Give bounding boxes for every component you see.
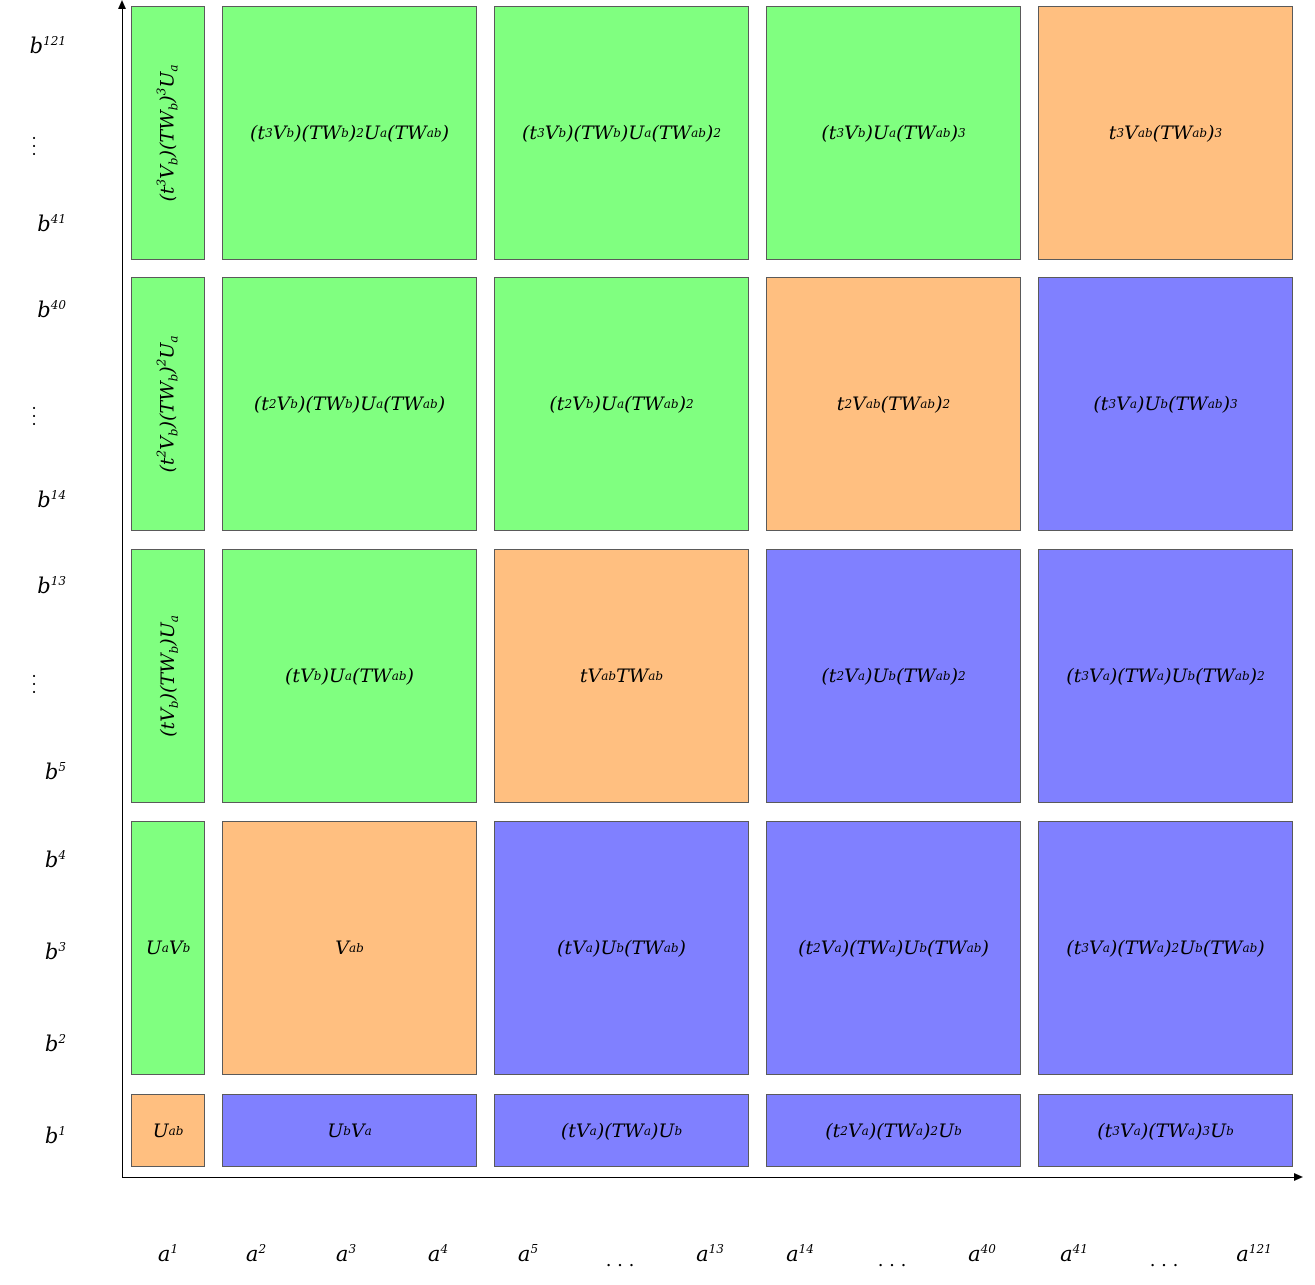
x-hdots-2: . . .: [877, 1250, 907, 1271]
x-label-a121: a121: [1236, 1242, 1272, 1266]
y-label-b2: b2: [44, 1032, 66, 1056]
x-label-a3: a3: [335, 1242, 357, 1266]
y-label-b121: b121: [29, 34, 66, 58]
x-hdots-1: . . .: [605, 1250, 635, 1271]
y-vdots-1: ...: [31, 124, 37, 159]
cell-r3c1-text: (tVb)(TWb)Ua: [157, 615, 181, 737]
cell-r5c1-text: (t3Vb)(TWb)3Ua: [155, 64, 182, 202]
y-axis-line: [122, 6, 123, 1178]
x-hdots-3: . . .: [1149, 1250, 1179, 1271]
y-vdots-2: ...: [31, 394, 37, 429]
cell-r2c3: (tV a)U b (TW ab): [494, 821, 749, 1075]
y-label-b5: b5: [44, 760, 66, 784]
x-label-a14: a14: [786, 1242, 814, 1266]
x-label-a41: a41: [1060, 1242, 1088, 1266]
cell-r5c1: (t3Vb)(TWb)3Ua: [131, 6, 205, 260]
y-label-b41: b41: [37, 212, 66, 236]
cell-r4c1: (t2Vb)(TWb)2Ua: [131, 277, 205, 531]
cell-r3c2: (tV b)U a (TW ab): [222, 549, 477, 803]
x-label-a4: a4: [427, 1242, 449, 1266]
cell-r4c1-text: (t2Vb)(TWb)2Ua: [155, 335, 182, 473]
y-label-b40: b40: [37, 298, 66, 322]
x-axis-line: [122, 1177, 1294, 1178]
x-label-a13: a13: [696, 1242, 724, 1266]
y-vdots-3: ...: [31, 662, 37, 697]
cell-r3c3: tV ab TW ab: [494, 549, 749, 803]
cell-r1c3: (tV a)(TW a)U b: [494, 1094, 749, 1167]
y-label-b4: b4: [44, 848, 66, 872]
y-axis-arrow: [118, 0, 126, 9]
y-label-b1: b1: [44, 1124, 66, 1148]
x-label-a5: a5: [517, 1242, 539, 1266]
y-label-b13: b13: [37, 574, 66, 598]
y-label-b3: b3: [44, 940, 66, 964]
x-label-a1: a1: [157, 1242, 179, 1266]
y-label-b14: b14: [37, 488, 66, 512]
x-label-a2: a2: [245, 1242, 267, 1266]
x-axis-arrow: [1294, 1173, 1303, 1181]
cell-r3c1: (tVb)(TWb)Ua: [131, 549, 205, 803]
x-label-a40: a40: [968, 1242, 996, 1266]
